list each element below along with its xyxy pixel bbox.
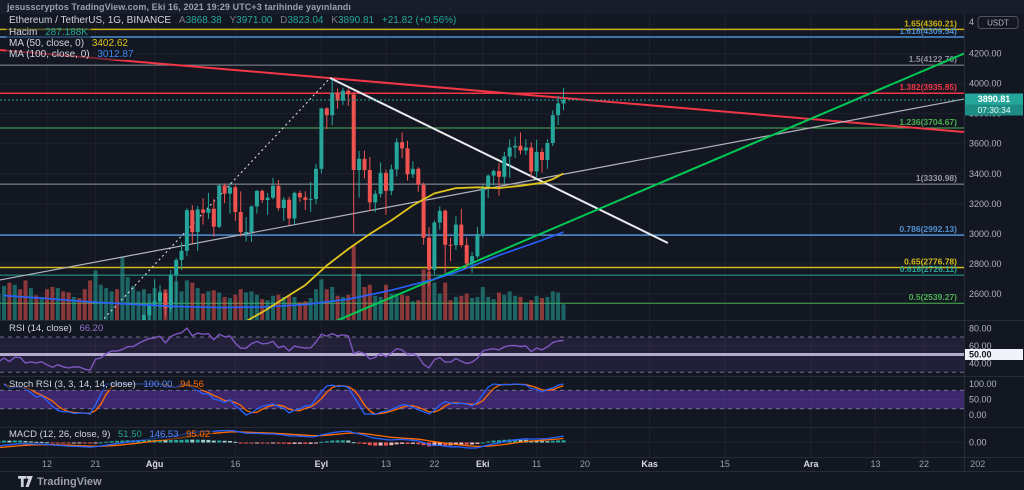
svg-text:0.00: 0.00 <box>969 410 987 420</box>
svg-text:USDT: USDT <box>987 19 1009 28</box>
panel-dividers <box>0 14 1024 471</box>
ohlc-open-label: A <box>178 15 186 26</box>
svg-text:100.00: 100.00 <box>969 379 997 389</box>
ohlc-low-label: D <box>280 15 288 26</box>
svg-text:0.618(2726.11): 0.618(2726.11) <box>900 264 957 274</box>
svg-text:15: 15 <box>720 459 730 469</box>
svg-text:4: 4 <box>969 17 974 27</box>
symbol-name: Ethereum / TetherUS, 1G, BINANCE <box>9 15 172 26</box>
macd-hist-value: 51.50 <box>118 429 142 440</box>
ma50-legend[interactable]: MA (50, close, 0) 3402.62 <box>6 37 131 49</box>
publish-bar: jesusscryptos TradingView.com, Eki 16, 2… <box>0 0 1024 14</box>
ohlc-high-value: 3971.00 <box>236 15 273 26</box>
fib-levels-layer[interactable]: 1.65(4360.21)1.618(4309.54) 1.5(4122.70) 1… <box>0 18 964 304</box>
svg-text:1.236(3704.67): 1.236(3704.67) <box>899 117 957 127</box>
chart-canvas[interactable]: 1.65(4360.21)1.618(4309.54) 1.5(4122.70) 1… <box>0 14 1024 471</box>
svg-text:2600.00: 2600.00 <box>969 289 1002 299</box>
svg-text:80.00: 80.00 <box>969 323 992 333</box>
svg-text:0.786(2992.13): 0.786(2992.13) <box>899 224 957 234</box>
ohlc-low-value: 3823.04 <box>287 15 324 26</box>
svg-text:1.382(3935.85): 1.382(3935.85) <box>899 82 957 92</box>
svg-text:22: 22 <box>429 459 439 469</box>
svg-text:Ağu: Ağu <box>146 459 164 469</box>
rsi-panel <box>0 327 964 373</box>
svg-text:3600.00: 3600.00 <box>969 139 1002 149</box>
svg-text:07:30:34: 07:30:34 <box>977 105 1010 115</box>
volume-layer <box>0 245 566 320</box>
svg-text:3890.81: 3890.81 <box>978 94 1011 104</box>
stoch-panel <box>0 383 964 416</box>
stoch-k-value: 100.00 <box>143 379 173 390</box>
tradingview-logo-icon[interactable] <box>18 476 33 487</box>
svg-text:Ara: Ara <box>803 459 819 469</box>
svg-text:13: 13 <box>871 459 881 469</box>
svg-text:Eyl: Eyl <box>315 459 329 469</box>
svg-text:50.00: 50.00 <box>969 395 992 405</box>
stoch-legend[interactable]: Stoch RSI (3, 3, 14, 14, close) 100.00 9… <box>6 379 207 390</box>
symbol-legend[interactable]: Ethereum / TetherUS, 1G, BINANCE A3868.3… <box>6 15 460 26</box>
svg-text:1.65(4360.21): 1.65(4360.21) <box>904 18 957 28</box>
stoch-d-value: 94.56 <box>180 379 204 390</box>
macd-signal-value: 95.02 <box>186 429 210 440</box>
ma100-legend[interactable]: MA (100, close, 0) 3012.87 <box>6 48 137 60</box>
ma100-value: 3012.87 <box>97 48 134 60</box>
svg-text:11: 11 <box>532 459 541 469</box>
svg-text:21: 21 <box>90 459 100 469</box>
rsi-label: RSI (14, close) <box>9 323 72 334</box>
svg-text:20: 20 <box>580 459 590 469</box>
macd-label: MACD (12, 26, close, 9) <box>9 429 111 440</box>
rsi-legend[interactable]: RSI (14, close) 66.20 <box>6 323 107 334</box>
macd-panel <box>0 429 566 449</box>
svg-text:50.00: 50.00 <box>969 350 992 360</box>
ohlc-high-label: Y <box>229 15 237 26</box>
svg-text:3000.00: 3000.00 <box>969 229 1002 239</box>
trendlines-layer[interactable] <box>0 49 964 426</box>
candles-layer <box>121 79 566 320</box>
svg-text:4200.00: 4200.00 <box>969 49 1002 59</box>
time-axis[interactable]: 12 21 Ağu 16 Eyl 13 22 Eki 11 20 Kas 15 Ara 13 22 202 <box>42 459 985 469</box>
svg-text:40.00: 40.00 <box>969 358 992 368</box>
macd-line-value: 146.53 <box>149 429 179 440</box>
svg-text:0.5(2539.27): 0.5(2539.27) <box>909 292 957 302</box>
svg-text:0.65(2776.78): 0.65(2776.78) <box>904 257 957 267</box>
svg-text:60.00: 60.00 <box>969 341 992 351</box>
ohlc-open-value: 3868.38 <box>185 15 222 26</box>
change-value: +21.82 (+0.56%) <box>381 15 457 26</box>
svg-text:12: 12 <box>42 459 52 469</box>
svg-text:1(3330.98): 1(3330.98) <box>916 173 957 183</box>
svg-text:Kas: Kas <box>641 459 658 469</box>
volume-label: Hacim <box>9 26 38 38</box>
svg-text:13: 13 <box>381 459 391 469</box>
svg-text:Eki: Eki <box>476 459 490 469</box>
svg-text:3400.00: 3400.00 <box>969 169 1002 179</box>
ohlc-close-label: K <box>331 15 338 26</box>
volume-value: 287.188K <box>45 26 88 38</box>
svg-text:2800.00: 2800.00 <box>969 259 1002 269</box>
svg-text:3200.00: 3200.00 <box>969 199 1002 209</box>
tradingview-brand-text[interactable]: TradingView <box>37 475 102 488</box>
footer-bar: TradingView <box>0 471 1024 490</box>
svg-text:1.618(4309.54): 1.618(4309.54) <box>899 26 957 36</box>
macd-legend[interactable]: MACD (12, 26, close, 9) 51.50 146.53 95.… <box>6 429 213 440</box>
ohlc-close-value: 3890.81 <box>337 15 375 26</box>
rsi-value: 66.20 <box>79 323 104 334</box>
ma50-value: 3402.62 <box>91 37 128 49</box>
stoch-label: Stoch RSI (3, 3, 14, 14, close) <box>9 379 136 390</box>
svg-text:4000.00: 4000.00 <box>969 79 1002 89</box>
svg-text:0.00: 0.00 <box>969 438 987 448</box>
publish-text: jesusscryptos TradingView.com, Eki 16, 2… <box>7 2 351 12</box>
svg-text:16: 16 <box>230 459 240 469</box>
volume-legend[interactable]: Hacim 287.188K <box>6 26 91 38</box>
ma-layer[interactable] <box>3 172 564 324</box>
svg-text:22: 22 <box>919 459 929 469</box>
ma50-label: MA (50, close, 0) <box>9 37 85 49</box>
svg-text:202: 202 <box>970 459 985 469</box>
svg-text:1.5(4122.70): 1.5(4122.70) <box>909 54 957 64</box>
price-axis[interactable]: 4USDT4200.004000.003800.003600.003400.00… <box>965 16 1023 448</box>
ma100-label: MA (100, close, 0) <box>9 48 90 60</box>
